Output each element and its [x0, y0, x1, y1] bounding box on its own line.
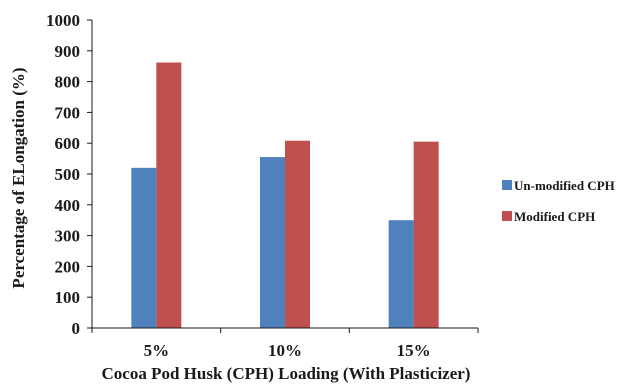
y-axis-ticks: 0 100 200 300 400 500 600 700 800 900 1000 — [46, 11, 92, 338]
y-axis-title: Percentage of ELongation (%) — [9, 67, 28, 288]
y-tick-label: 100 — [55, 288, 81, 307]
y-tick-label: 700 — [55, 103, 81, 122]
y-tick-label: 1000 — [46, 11, 80, 30]
y-tick-label: 400 — [55, 196, 81, 215]
legend-swatch — [502, 211, 512, 221]
bar-unmodified-2 — [388, 220, 414, 328]
bar-modified-2 — [413, 141, 439, 328]
x-category-label: 15% — [397, 341, 431, 360]
legend-label: Modified CPH — [514, 209, 595, 224]
x-axis-ticks: 5% 10% 15% — [91, 328, 479, 360]
x-category-label: 5% — [144, 341, 170, 360]
y-tick-label: 200 — [55, 257, 81, 276]
y-tick-label: 900 — [55, 42, 81, 61]
y-tick-label: 600 — [55, 134, 81, 153]
y-tick-label: 300 — [55, 227, 81, 246]
bar-modified-0 — [156, 62, 182, 329]
legend-swatch — [502, 180, 512, 190]
x-category-label: 10% — [268, 341, 302, 360]
bar-unmodified-1 — [260, 157, 285, 328]
x-axis-title: Cocoa Pod Husk (CPH) Loading (With Plast… — [102, 364, 471, 383]
legend: Un-modified CPH Modified CPH — [502, 178, 615, 224]
y-tick-label: 500 — [55, 165, 81, 184]
bar-unmodified-0 — [131, 167, 157, 328]
bars-group — [131, 62, 439, 329]
y-tick-label: 800 — [55, 73, 81, 92]
y-tick-label: 0 — [72, 319, 81, 338]
bar-modified-1 — [285, 140, 310, 328]
legend-label: Un-modified CPH — [514, 178, 615, 193]
